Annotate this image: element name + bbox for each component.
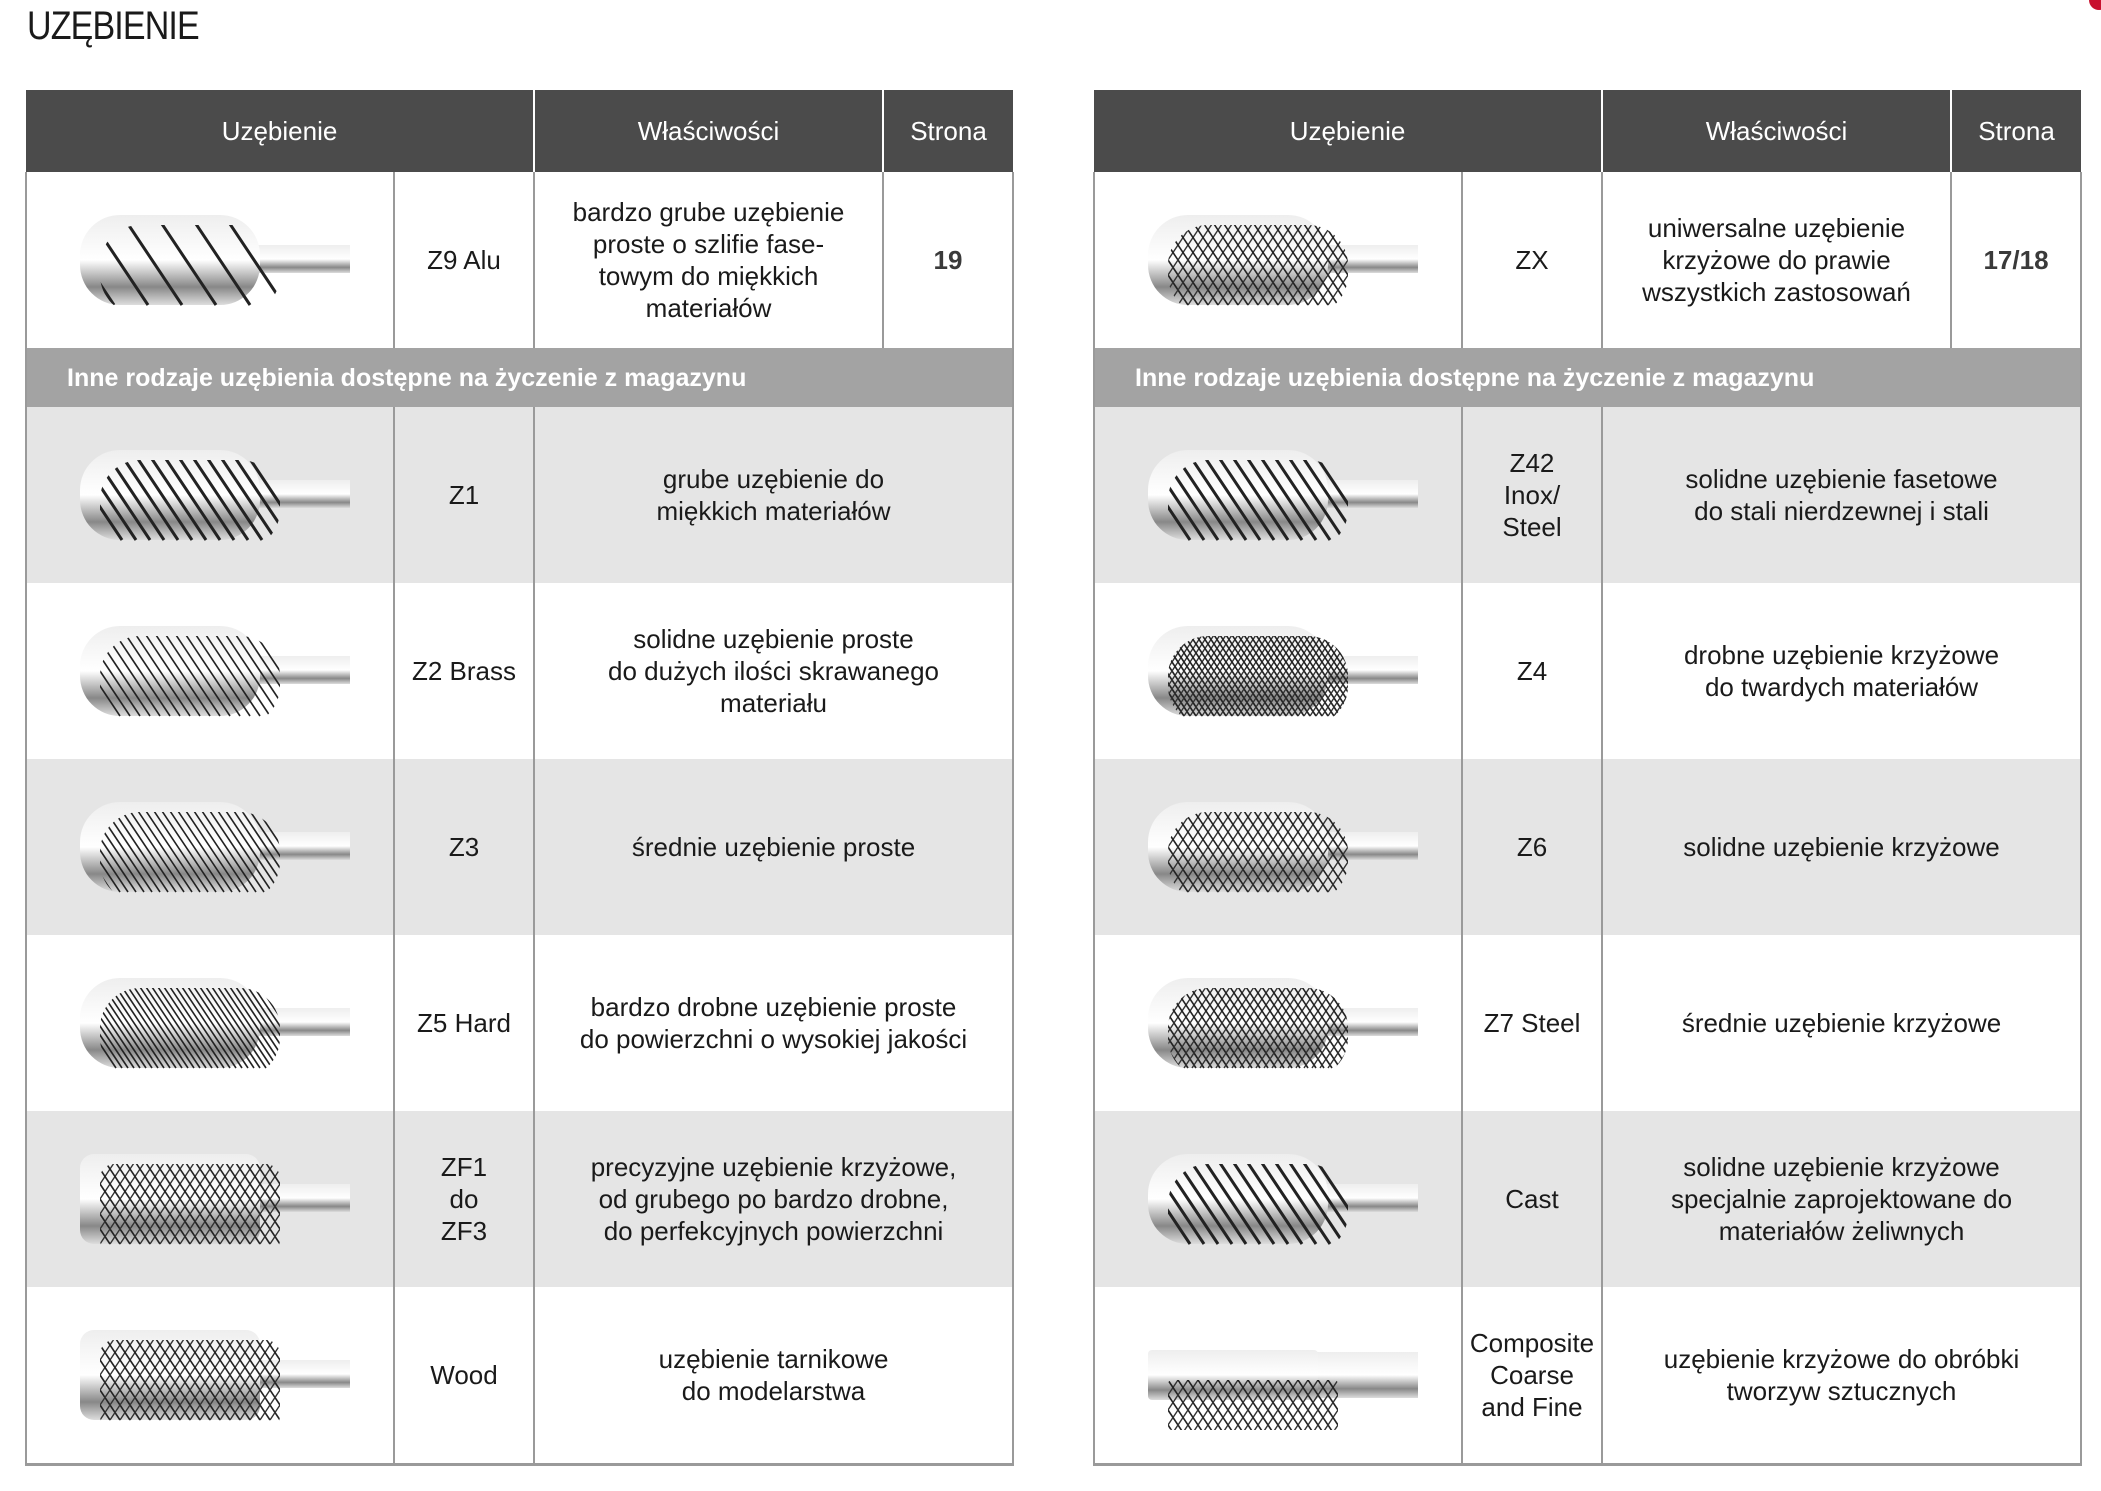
toothing-description: uniwersalne uzębienie krzyżowe do prawie… [1601, 172, 1953, 348]
header-page: Strona [882, 90, 1014, 172]
page-title: UZĘBIENIE [27, 4, 200, 48]
toothing-description: bardzo drobne uzębienie proste do powier… [533, 935, 1015, 1111]
table-header: Uzębienie Właściwości Strona [26, 90, 1014, 172]
page-number: 17/18 [1950, 172, 2083, 348]
table-row: Z6 solidne uzębienie krzyżowe [1093, 759, 2083, 935]
toothing-code: Z3 [392, 759, 536, 935]
toothing-code: Z42 Inox/ Steel [1460, 407, 1604, 583]
table-header: Uzębienie Właściwości Strona [1094, 90, 2082, 172]
table-row: Z4 drobne uzębienie krzyżowe do twardych… [1093, 583, 2083, 759]
toothing-description: solidne uzębienie krzyżowe specjalnie za… [1601, 1111, 2083, 1287]
burr-image [1093, 407, 1463, 583]
toothing-code: Z2 Brass [392, 583, 536, 759]
toothing-description: średnie uzębienie krzyżowe [1601, 935, 2083, 1111]
header-properties: Właściwości [533, 90, 884, 172]
toothing-code: ZF1 do ZF3 [392, 1111, 536, 1287]
header-toothing: Uzębienie [1094, 90, 1603, 172]
table-row: Z7 Steel średnie uzębienie krzyżowe [1093, 935, 2083, 1111]
burr-image [25, 1287, 395, 1466]
table-row: Cast solidne uzębienie krzyżowe specjaln… [1093, 1111, 2083, 1287]
toothing-code: Wood [392, 1287, 536, 1466]
burr-cross-medium-icon [1148, 978, 1418, 1069]
burr-cross-precise-icon [80, 1154, 350, 1245]
toothing-code: Z7 Steel [1460, 935, 1604, 1111]
burr-image [25, 172, 395, 348]
toothing-description: bardzo grube uzębienie proste o szlifie … [533, 172, 885, 348]
table-row: Z1 grube uzębienie do miękkich materiałó… [25, 407, 1015, 583]
toothing-table-right: Uzębienie Właściwości Strona ZX uniwersa… [1092, 90, 2083, 1466]
toothing-code: Cast [1460, 1111, 1604, 1287]
burr-cross-composite-icon [1148, 1350, 1418, 1430]
toothing-description: uzębienie krzyżowe do obróbki tworzyw sz… [1601, 1287, 2083, 1466]
red-dot-marker [2089, 0, 2101, 10]
toothing-code: Z6 [1460, 759, 1604, 935]
table-row: ZF1 do ZF3 precyzyjne uzębienie krzyżowe… [25, 1111, 1015, 1287]
subheader-text: Inne rodzaje uzębienia dostępne na życze… [1092, 348, 2083, 407]
burr-straight-coarse-icon [1148, 450, 1418, 541]
toothing-table-left: Uzębienie Właściwości Strona Z9 Alu bard… [24, 90, 1015, 1466]
burr-straight-medium-icon [80, 802, 350, 893]
burr-image [25, 583, 395, 759]
table-row-main: ZX uniwersalne uzębienie krzyżowe do pra… [1093, 172, 2083, 348]
burr-image [25, 759, 395, 935]
burr-image [1093, 935, 1463, 1111]
toothing-description: uzębienie tarnikowe do modelarstwa [533, 1287, 1015, 1466]
toothing-code: ZX [1460, 172, 1604, 348]
burr-straight-coarse-icon [1148, 1154, 1418, 1245]
table-row: Z2 Brass solidne uzębienie proste do duż… [25, 583, 1015, 759]
page-number: 19 [882, 172, 1015, 348]
burr-image [1093, 583, 1463, 759]
subheader-row: Inne rodzaje uzębienia dostępne na życze… [1092, 348, 2083, 407]
header-page: Strona [1950, 90, 2082, 172]
toothing-description: średnie uzębienie proste [533, 759, 1015, 935]
toothing-code: Z5 Hard [392, 935, 536, 1111]
toothing-description: solidne uzębienie fasetowe do stali nier… [1601, 407, 2083, 583]
burr-image [1093, 759, 1463, 935]
burr-spiral-alu-icon [80, 215, 350, 306]
table-row: Z5 Hard bardzo drobne uzębienie proste d… [25, 935, 1015, 1111]
burr-rasp-icon [80, 1330, 350, 1421]
table-row-main: Z9 Alu bardzo grube uzębienie proste o s… [25, 172, 1015, 348]
header-toothing: Uzębienie [26, 90, 535, 172]
header-properties: Właściwości [1601, 90, 1952, 172]
burr-image [1093, 172, 1463, 348]
burr-image [25, 407, 395, 583]
toothing-description: grube uzębienie do miękkich materiałów [533, 407, 1015, 583]
subheader-text: Inne rodzaje uzębienia dostępne na życze… [24, 348, 1015, 407]
burr-straight-fine-icon [80, 978, 350, 1069]
burr-image [1093, 1111, 1463, 1287]
table-row: Composite Coarse and Fine uzębienie krzy… [1093, 1287, 2083, 1466]
table-row: Z3 średnie uzębienie proste [25, 759, 1015, 935]
subheader-row: Inne rodzaje uzębienia dostępne na życze… [24, 348, 1015, 407]
burr-cross-fine-icon [1148, 626, 1418, 717]
burr-image [1093, 1287, 1463, 1466]
toothing-code: Composite Coarse and Fine [1460, 1287, 1604, 1466]
toothing-code: Z4 [1460, 583, 1604, 759]
burr-straight-icon [80, 626, 350, 717]
burr-image [25, 935, 395, 1111]
burr-cross-icon [1148, 802, 1418, 893]
toothing-code: Z9 Alu [392, 172, 536, 348]
burr-straight-coarse-icon [80, 450, 350, 541]
burr-image [25, 1111, 395, 1287]
burr-cross-icon [1148, 215, 1418, 306]
table-row: Wood uzębienie tarnikowe do modelarstwa [25, 1287, 1015, 1466]
toothing-description: precyzyjne uzębienie krzyżowe, od grubeg… [533, 1111, 1015, 1287]
toothing-code: Z1 [392, 407, 536, 583]
toothing-description: solidne uzębienie krzyżowe [1601, 759, 2083, 935]
table-row: Z42 Inox/ Steel solidne uzębienie faseto… [1093, 407, 2083, 583]
toothing-description: solidne uzębienie proste do dużych ilośc… [533, 583, 1015, 759]
toothing-description: drobne uzębienie krzyżowe do twardych ma… [1601, 583, 2083, 759]
